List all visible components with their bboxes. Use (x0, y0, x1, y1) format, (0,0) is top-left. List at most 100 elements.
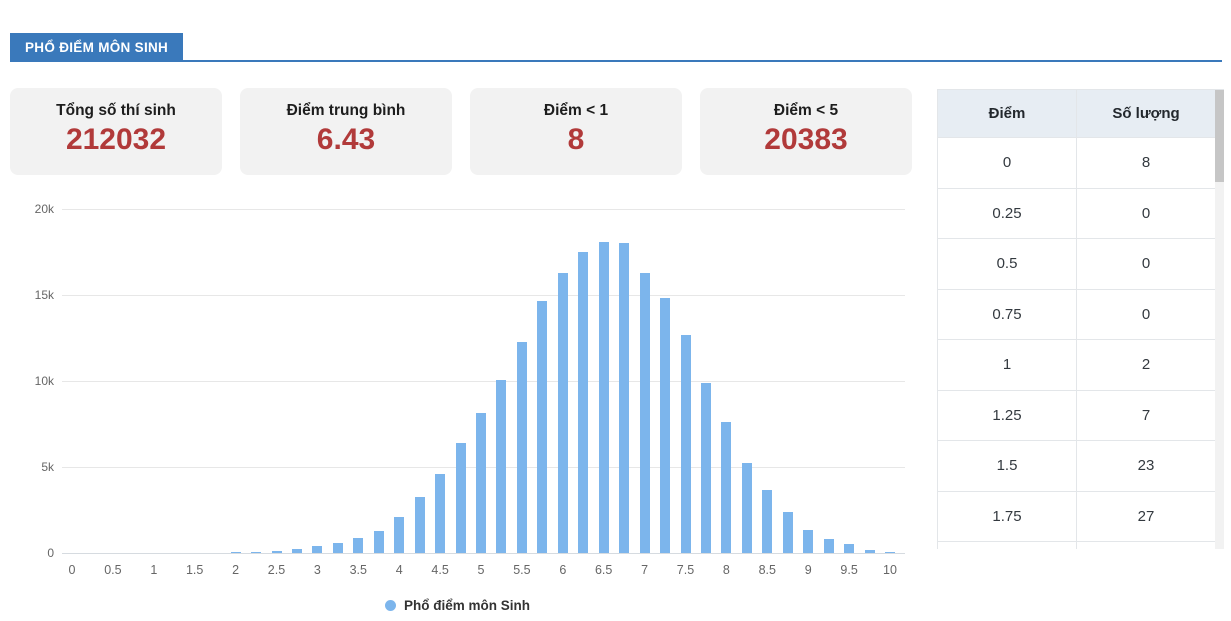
bar[interactable] (312, 546, 323, 553)
card-label: Tổng số thí sinh (56, 102, 176, 119)
table-cell: 0 (1077, 239, 1216, 290)
bar[interactable] (476, 413, 486, 553)
bar[interactable] (721, 422, 732, 553)
bar[interactable] (619, 243, 630, 553)
table-cell: 8 (1077, 138, 1216, 189)
column-header-so-luong: Số lượng (1077, 90, 1216, 138)
bar[interactable] (455, 443, 466, 553)
x-axis-label: 6 (559, 563, 567, 577)
table-row: 0.5 0 (938, 239, 1216, 290)
bar[interactable] (578, 252, 589, 553)
y-axis-label: 10k (34, 374, 54, 388)
legend-label: Phổ điểm môn Sinh (403, 598, 530, 613)
card-average-score: Điểm trung bình 6.43 (240, 88, 452, 175)
x-axis-label: 2 (232, 563, 240, 577)
bar[interactable] (680, 335, 691, 553)
gridline (62, 209, 905, 210)
table-cell: 2 (1077, 340, 1216, 391)
x-axis-label: 0.5 (104, 563, 122, 577)
score-table-body: 0 8 0.25 0 0.5 0 0.75 0 1 2 1.25 7 1.5 23 1.75 27 (938, 138, 1216, 542)
x-axis-label: 8.5 (758, 563, 776, 577)
table-cell: 7 (1077, 390, 1216, 441)
bar[interactable] (496, 380, 507, 553)
gridline (62, 381, 905, 382)
card-value: 20383 (764, 123, 848, 156)
card-total-candidates: Tổng số thí sinh 212032 (10, 88, 222, 175)
y-axis-label: 0 (47, 546, 54, 560)
bar[interactable] (598, 242, 609, 553)
card-label: Điểm trung bình (286, 102, 406, 119)
score-distribution-chart: 0 5k 10k 15k 20k 0 0.5 1 1.5 2 2.5 3 3.5 4 4.5 5 5.5 6 6.5… (0, 195, 920, 595)
bar[interactable] (251, 552, 262, 553)
bar[interactable] (823, 539, 834, 553)
x-axis-label: 7 (641, 563, 649, 577)
title-underline (10, 60, 1222, 62)
tab-pho-diem-mon-sinh[interactable]: PHỔ ĐIỂM MÔN SINH (10, 33, 184, 62)
bar[interactable] (435, 474, 446, 553)
bar[interactable] (394, 517, 405, 553)
card-score-below-5: Điểm < 5 20383 (700, 88, 912, 175)
table-cell: 0 (1077, 188, 1216, 239)
x-axis-label: 4 (395, 563, 403, 577)
table-cell: 0 (938, 138, 1077, 189)
table-scrollbar[interactable] (1215, 90, 1224, 549)
x-axis-label: 1.5 (185, 563, 204, 577)
x-axis-label: 1 (150, 563, 158, 577)
bar[interactable] (700, 383, 711, 553)
table-header-row: Điểm Số lượng (938, 90, 1216, 138)
table-cell (938, 542, 1077, 549)
table-cell: 1.75 (938, 491, 1077, 542)
y-axis-label: 15k (34, 288, 54, 302)
x-axis-label: 5.5 (513, 563, 531, 577)
bar[interactable] (741, 463, 752, 553)
x-axis-label: 6.5 (594, 563, 613, 577)
table-scrollbar-thumb[interactable] (1215, 90, 1224, 182)
bar[interactable] (230, 552, 241, 553)
x-axis-label: 9.5 (840, 563, 858, 577)
x-axis-label: 3 (313, 563, 321, 577)
table-cell: 1 (938, 340, 1077, 391)
table-row: 1.25 7 (938, 390, 1216, 441)
table-row-partial (938, 542, 1216, 549)
bar[interactable] (762, 490, 773, 553)
bar[interactable] (639, 273, 650, 553)
bar[interactable] (557, 273, 568, 553)
bar[interactable] (373, 531, 384, 553)
table-row: 0.75 0 (938, 289, 1216, 340)
bar[interactable] (414, 497, 425, 553)
bar[interactable] (803, 530, 814, 553)
bar[interactable] (332, 543, 343, 553)
y-axis-label: 20k (34, 202, 54, 216)
table-cell (1077, 542, 1216, 549)
bar[interactable] (782, 512, 793, 553)
y-axis-label: 5k (41, 460, 54, 474)
x-axis-label: 5 (477, 563, 485, 577)
bar[interactable] (271, 551, 282, 553)
table-cell: 1.25 (938, 390, 1077, 441)
x-axis-label: 0 (68, 563, 76, 577)
table-row: 1.5 23 (938, 441, 1216, 492)
table-cell: 27 (1077, 491, 1216, 542)
card-value: 6.43 (316, 123, 376, 156)
bar[interactable] (353, 538, 364, 553)
bar[interactable] (660, 298, 671, 553)
bar[interactable] (291, 549, 302, 553)
bar[interactable] (844, 544, 855, 553)
table-cell: 1.5 (938, 441, 1077, 492)
x-axis-label: 9 (804, 563, 812, 577)
bar[interactable] (537, 301, 548, 553)
card-score-below-1: Điểm < 1 8 (470, 88, 682, 175)
table-cell: 0 (1077, 289, 1216, 340)
bar[interactable] (885, 552, 895, 553)
x-axis-label: 3.5 (349, 563, 367, 577)
bar[interactable] (864, 550, 875, 553)
chart-legend[interactable]: Phổ điểm môn Sinh (0, 598, 915, 613)
bar[interactable] (516, 342, 527, 553)
column-header-diem: Điểm (938, 90, 1077, 138)
x-axis-label: 10 (883, 563, 897, 577)
table-cell: 0.75 (938, 289, 1077, 340)
table-cell: 0.5 (938, 239, 1077, 290)
